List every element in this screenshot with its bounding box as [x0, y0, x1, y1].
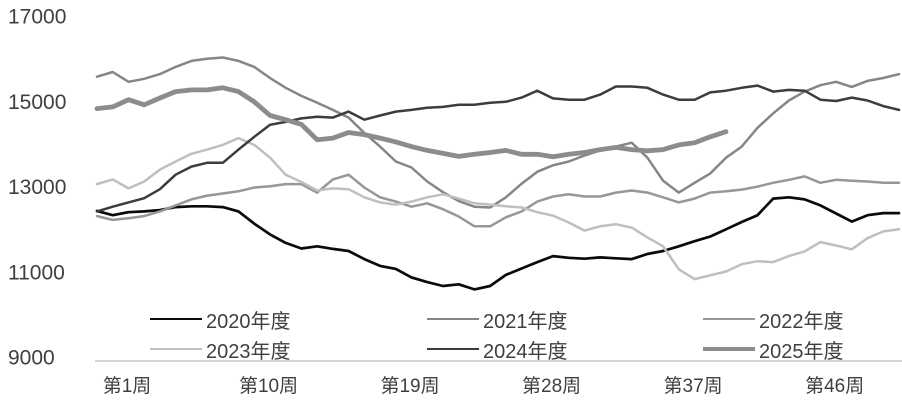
y-axis-tick-label: 11000: [8, 261, 65, 284]
y-axis-tick-label: 17000: [8, 6, 66, 29]
legend-key-2025-line: [703, 346, 755, 352]
legend-key-2024-line: [427, 347, 479, 351]
x-axis-tick-label: 第46周: [805, 375, 864, 397]
x-axis-tick-label: 第19周: [380, 375, 439, 397]
legend-label-2023: 2023年度: [206, 340, 291, 363]
series-line-2022: [95, 173, 901, 228]
series-line-2021: [95, 56, 901, 209]
legend-key-2023-line: [150, 347, 202, 351]
y-axis-tick-label: 13000: [8, 176, 66, 199]
legend-label-2025: 2025年度: [759, 340, 844, 363]
legend-key-2020-line: [150, 317, 202, 321]
legend-label-2021: 2021年度: [483, 310, 568, 333]
y-axis-tick-label: 9000: [8, 347, 55, 370]
series-line-2025: [94, 85, 729, 160]
series-line-2020: [95, 195, 901, 291]
legend-item-2022: 2022年度: [703, 307, 844, 333]
legend-label-2020: 2020年度: [206, 310, 291, 333]
x-axis-tick-label: 第28周: [522, 375, 581, 397]
x-axis-tick-label: 第10周: [239, 375, 298, 397]
legend-item-2025: 2025年度: [703, 337, 844, 363]
series-line-2024: [95, 84, 901, 213]
series-line-2023: [95, 136, 901, 281]
y-axis-tick-label: 15000: [8, 91, 66, 114]
legend-label-2024: 2024年度: [483, 340, 568, 363]
legend-item-2024: 2024年度: [427, 337, 568, 363]
legend-item-2020: 2020年度: [150, 307, 291, 333]
legend-item-2021: 2021年度: [427, 307, 568, 333]
legend-item-2023: 2023年度: [150, 337, 291, 363]
legend-label-2022: 2022年度: [759, 310, 844, 333]
legend-key-2021-line: [427, 317, 479, 321]
legend-key-2022-line: [703, 317, 755, 321]
x-axis-tick-label: 第1周: [103, 375, 152, 397]
x-axis-tick-label: 第37周: [664, 375, 723, 397]
